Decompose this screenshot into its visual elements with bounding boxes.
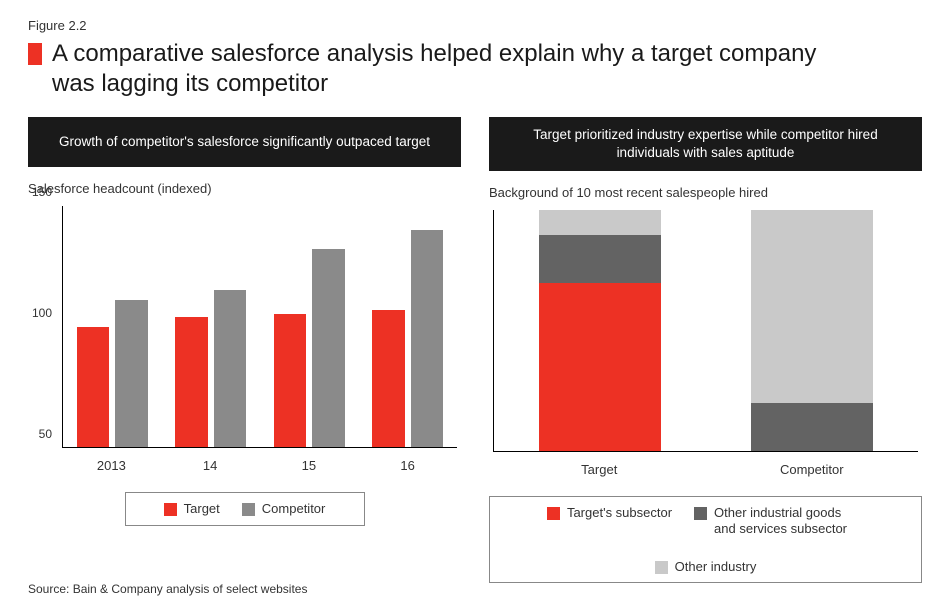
legend-label: Target [184,501,220,517]
y-tick-label: 50 [39,427,52,441]
legend-label: Competitor [262,501,326,517]
bar-target [274,314,307,447]
stack-segment [539,210,662,234]
y-tick-label: 150 [32,185,52,199]
right-panel-header: Target prioritized industry expertise wh… [489,117,922,171]
right-legend: Target's subsector Other industrial goods… [489,496,922,583]
x-tick-label: Competitor [780,462,844,477]
panels: Growth of competitor's salesforce signif… [28,117,922,583]
legend-swatch [164,503,177,516]
stack-segment [751,210,874,403]
legend-swatch [655,561,668,574]
right-x-labels: Target Competitor [493,456,918,480]
right-panel: Target prioritized industry expertise wh… [489,117,922,583]
x-tick-label: 16 [400,458,414,473]
legend-swatch [547,507,560,520]
legend-label: Other industrial goods and services subs… [714,505,864,536]
x-tick-label: 15 [302,458,316,473]
x-tick-label: Target [581,462,617,477]
x-tick-label: 14 [203,458,217,473]
figure-label: Figure 2.2 [28,18,922,33]
title-row: A comparative salesforce analysis helped… [28,39,922,99]
legend-swatch [694,507,707,520]
legend-item: Other industrial goods and services subs… [694,505,864,536]
bar-target [372,310,405,447]
source-text: Source: Bain & Company analysis of selec… [28,582,307,596]
stack-segment [539,283,662,452]
left-panel-header: Growth of competitor's salesforce signif… [28,117,461,167]
legend-label: Other industry [675,559,757,575]
bar-target [77,327,110,448]
left-subtitle: Salesforce headcount (indexed) [28,181,461,196]
right-chart: Target Competitor [489,210,922,480]
left-plot [62,206,457,448]
left-legend: Target Competitor [125,492,365,526]
legend-item: Competitor [242,501,326,517]
legend-swatch [242,503,255,516]
bar-competitor [312,249,345,447]
legend-label: Target's subsector [567,505,672,521]
right-plot [493,210,918,452]
stack-segment [539,235,662,283]
left-chart: 50100150 2013141516 [28,206,461,476]
legend-item: Other industry [655,559,757,575]
legend-item: Target [164,501,220,517]
stack-segment [751,403,874,451]
left-panel: Growth of competitor's salesforce signif… [28,117,461,583]
bar-competitor [214,290,247,447]
left-x-labels: 2013 14 15 16 [62,452,457,476]
legend-item: Target's subsector [547,505,672,521]
left-y-axis: 50100150 [28,206,58,448]
title-marker [28,43,42,65]
right-subtitle: Background of 10 most recent salespeople… [489,185,922,200]
bar-competitor [411,230,444,447]
bar-competitor [115,300,148,447]
main-title: A comparative salesforce analysis helped… [52,39,832,99]
y-tick-label: 100 [32,306,52,320]
x-tick-label: 2013 [97,458,126,473]
bar-target [175,317,208,447]
